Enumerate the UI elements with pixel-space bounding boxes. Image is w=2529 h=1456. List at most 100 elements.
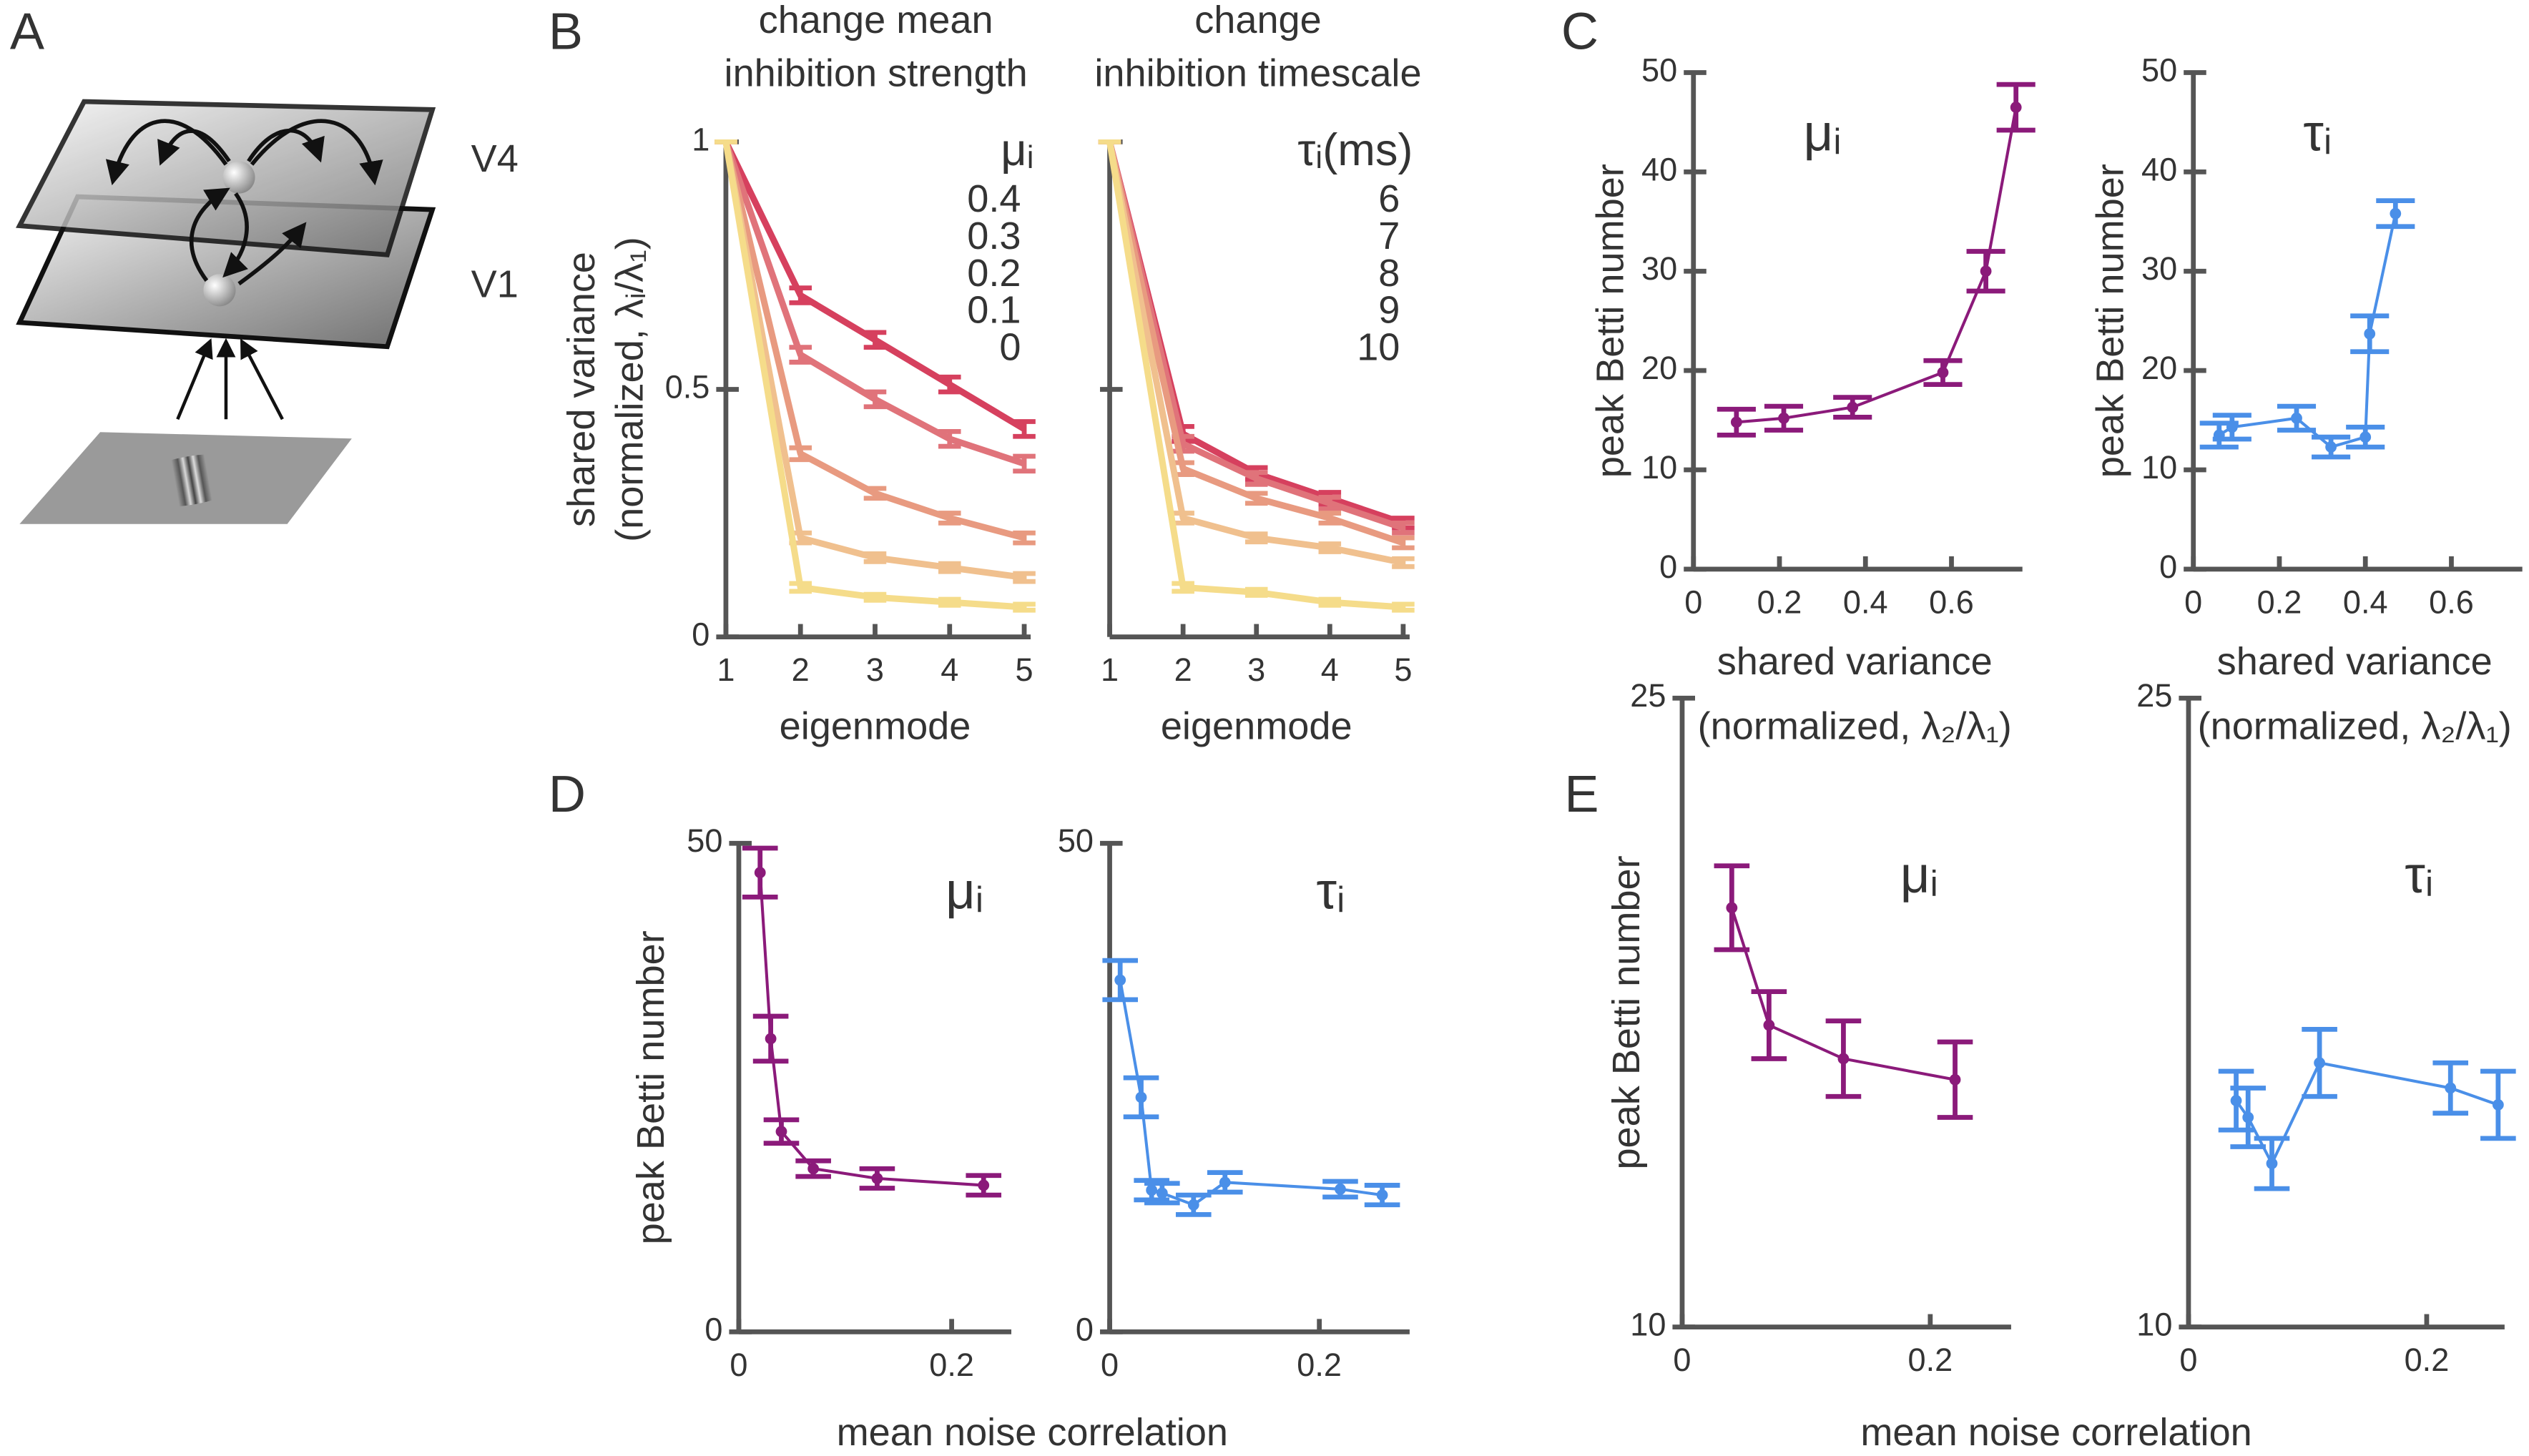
point bbox=[1156, 1187, 1168, 1199]
x-tick-label: 0 bbox=[1684, 584, 1702, 620]
error-bar bbox=[1244, 491, 1268, 506]
x-tick-label: 2 bbox=[792, 651, 810, 688]
point bbox=[1114, 974, 1126, 986]
y-axis-label: peak Betti number bbox=[2088, 164, 2131, 478]
series-line bbox=[758, 872, 984, 1187]
legend-entry: 9 bbox=[1378, 289, 1400, 332]
y-tick-label: 25 bbox=[2136, 677, 2172, 714]
legend-entry: 7 bbox=[1378, 215, 1400, 257]
error-bar bbox=[1392, 601, 1415, 613]
y-tick-label: 1 bbox=[692, 121, 709, 157]
error-bar bbox=[1013, 601, 1036, 613]
error-bar bbox=[1244, 531, 1268, 545]
error-bar bbox=[938, 428, 961, 449]
x-tick-label: 0.4 bbox=[2343, 584, 2388, 620]
error-bar bbox=[1318, 596, 1342, 608]
point bbox=[2314, 1057, 2325, 1069]
v1-neuron bbox=[203, 274, 236, 307]
error-bar bbox=[1318, 541, 1342, 554]
point bbox=[765, 1033, 777, 1045]
point bbox=[2445, 1082, 2457, 1094]
point bbox=[2359, 431, 2372, 443]
error-bar bbox=[863, 486, 887, 501]
legend-entry: 6 bbox=[1378, 177, 1400, 220]
annotation: τᵢ bbox=[1317, 862, 1345, 920]
x-tick-label: 2 bbox=[1174, 651, 1192, 688]
point bbox=[2266, 1158, 2278, 1169]
point bbox=[1187, 1199, 1199, 1211]
error-bar bbox=[1013, 530, 1036, 546]
point bbox=[1778, 412, 1789, 424]
x-tick-label: 3 bbox=[1247, 651, 1265, 688]
point bbox=[2230, 1095, 2242, 1106]
point bbox=[1726, 902, 1738, 914]
point bbox=[2364, 328, 2376, 340]
chart-title: change bbox=[1194, 0, 1322, 41]
x-tick-label: 5 bbox=[1016, 651, 1033, 688]
y-tick-label: 40 bbox=[2141, 151, 2177, 187]
chart: 1 2 3 4 5 eigenmode change inhibition timescale… bbox=[1094, 0, 1421, 747]
point bbox=[1980, 265, 1992, 277]
error-bar bbox=[1013, 571, 1036, 584]
legend-entry: 8 bbox=[1378, 252, 1400, 295]
y-tick-label: 50 bbox=[1058, 822, 1094, 859]
point bbox=[2390, 207, 2402, 220]
series-line bbox=[1119, 980, 1383, 1206]
y-tick-label: 0 bbox=[692, 616, 709, 653]
x-axis-label: eigenmode bbox=[780, 704, 971, 747]
legend-title: μᵢ bbox=[1001, 125, 1033, 175]
x-tick-label: 0.2 bbox=[1908, 1342, 1953, 1378]
point bbox=[1376, 1189, 1388, 1201]
chart: 10 25 0 0.2 τᵢ bbox=[2136, 677, 2516, 1378]
diagram: V4 V1 bbox=[16, 99, 519, 524]
v4-neuron bbox=[222, 161, 255, 194]
x-axis-label: (normalized, λ₂/λ₁) bbox=[2198, 704, 2512, 747]
chart-title: inhibition strength bbox=[725, 51, 1028, 94]
x-tick-label: 4 bbox=[1321, 651, 1339, 688]
x-tick-label: 0.2 bbox=[2405, 1342, 2450, 1378]
x-tick-label: 0.6 bbox=[2429, 584, 2474, 620]
x-tick-label: 0.2 bbox=[1297, 1347, 1342, 1383]
error-bar bbox=[1244, 586, 1268, 598]
panel-label: B bbox=[549, 4, 583, 61]
point bbox=[1730, 416, 1742, 428]
y-tick-label: 0 bbox=[2159, 549, 2177, 585]
point bbox=[775, 1126, 787, 1138]
point bbox=[1937, 367, 1949, 378]
error-bar bbox=[938, 374, 961, 395]
y-tick-label: 10 bbox=[1641, 449, 1677, 486]
y-tick-label: 0 bbox=[704, 1311, 722, 1347]
x-tick-label: 0 bbox=[2184, 584, 2202, 620]
error-bar bbox=[1172, 581, 1194, 594]
error-bar bbox=[1392, 556, 1415, 569]
point bbox=[978, 1179, 990, 1191]
legend-entry: 0.1 bbox=[967, 289, 1021, 332]
y-axis-label: (normalized, λᵢ/λ₁) bbox=[608, 237, 651, 542]
y-tick-label: 40 bbox=[1641, 151, 1677, 187]
error-bar bbox=[863, 389, 887, 410]
error-bar bbox=[938, 561, 961, 574]
input-arrows bbox=[176, 338, 284, 420]
y-tick-label: 10 bbox=[2136, 1307, 2172, 1343]
error-bar bbox=[938, 511, 961, 526]
x-tick-label: 0.2 bbox=[929, 1347, 974, 1383]
annotation: τᵢ bbox=[2405, 847, 2433, 904]
y-tick-label: 30 bbox=[1641, 250, 1677, 287]
point bbox=[1335, 1184, 1346, 1195]
connections bbox=[105, 119, 383, 286]
series-line bbox=[1736, 107, 2018, 424]
chart: 0 50 0 0.2 mean noise correlation peak Betti … bbox=[629, 822, 1228, 1454]
point bbox=[2226, 421, 2238, 433]
point bbox=[871, 1172, 883, 1184]
chart: 10 25 0 0.2 mean noise correlation peak Betti… bbox=[1605, 677, 2252, 1454]
x-axis-label: shared variance bbox=[2217, 640, 2493, 683]
series-line bbox=[1730, 907, 1955, 1081]
error-bar bbox=[789, 445, 812, 463]
error-bar bbox=[1392, 521, 1415, 536]
legend-entry: 0.3 bbox=[967, 215, 1021, 257]
panel-label: A bbox=[10, 4, 44, 61]
y-tick-label: 20 bbox=[1641, 350, 1677, 386]
y-tick-label: 50 bbox=[2141, 51, 2177, 88]
